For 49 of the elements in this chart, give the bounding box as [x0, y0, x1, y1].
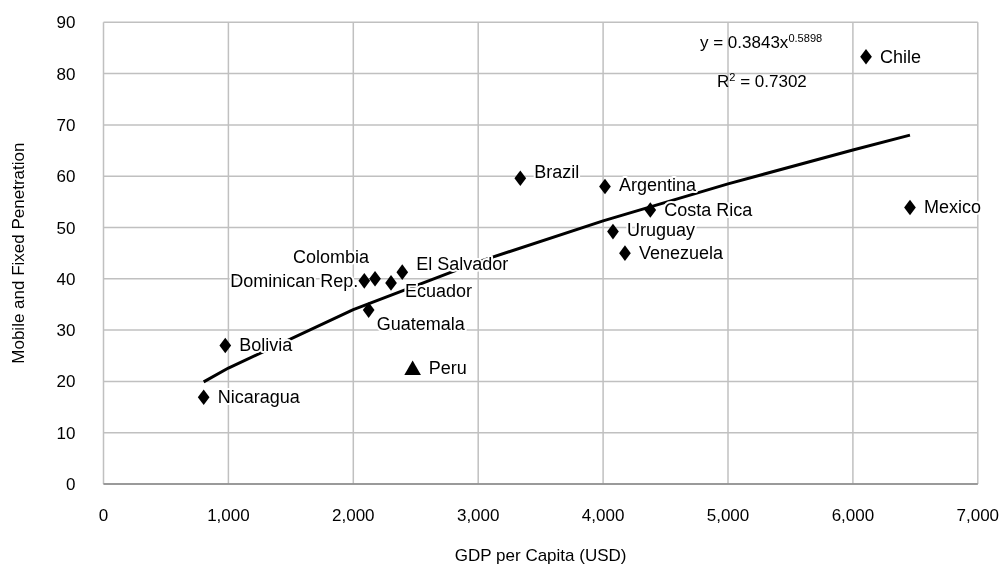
- annotation: Mexico: [923, 197, 981, 218]
- x-tick-label: 1,000: [207, 506, 250, 525]
- x-tick-label: 6,000: [831, 506, 875, 525]
- x-tick-label: 5,000: [706, 506, 750, 525]
- annotation: y = 0.3843x$^{0.5898}$: [700, 32, 823, 52]
- x-axis-title: GDP per Capita (USD): [454, 546, 627, 565]
- point: [599, 178, 611, 195]
- point: [904, 199, 916, 216]
- y-tick-label: 10: [56, 423, 76, 443]
- y-tick-label: 40: [56, 269, 76, 289]
- point: [385, 275, 397, 291]
- point: [219, 337, 232, 354]
- y-tick-label: 90: [56, 13, 76, 33]
- line-series: [202, 133, 912, 384]
- point: [860, 48, 872, 65]
- x-tick-label: 2,000: [332, 506, 375, 525]
- annotation: Chile: [880, 46, 922, 67]
- annotation: R$^{2}$ = 0.7302: [717, 71, 807, 91]
- y-tick-label: 30: [56, 321, 76, 341]
- annotation: Nicaragua: [217, 387, 301, 408]
- y-axis-title: Mobile and Fixed Penetration: [9, 142, 28, 364]
- y-tick-label: 0: [66, 475, 76, 494]
- annotation: Argentina: [618, 175, 698, 196]
- annotation: Venezuela: [638, 243, 725, 264]
- annotation: Ecuador: [405, 280, 473, 301]
- annotation: Guatemala: [376, 314, 466, 335]
- y-tick-label: 50: [56, 218, 76, 238]
- y-tick-label: 70: [56, 115, 76, 135]
- x-tick-label: 3,000: [456, 506, 500, 525]
- x-tick-label: 7,000: [956, 506, 1000, 525]
- point: [369, 271, 381, 287]
- annotation: Costa Rica: [664, 200, 754, 221]
- annotation: Dominican Rep.: [230, 270, 359, 291]
- annotation: Colombia: [292, 246, 371, 267]
- point: [362, 302, 375, 318]
- x-tick-label: 0: [98, 506, 109, 525]
- y-tick-label: 60: [56, 167, 76, 187]
- point: [396, 264, 409, 280]
- point: [514, 170, 527, 187]
- annotation: Peru: [428, 358, 467, 379]
- annotation: Uruguay: [626, 219, 696, 240]
- y-tick-label: 80: [56, 64, 76, 84]
- point: [619, 245, 631, 261]
- point: [197, 389, 210, 406]
- point: [358, 273, 371, 289]
- point: [607, 223, 619, 240]
- annotation: Brazil: [534, 162, 580, 183]
- y-tick-label: 20: [56, 372, 76, 392]
- x-tick-label: 4,000: [581, 506, 625, 525]
